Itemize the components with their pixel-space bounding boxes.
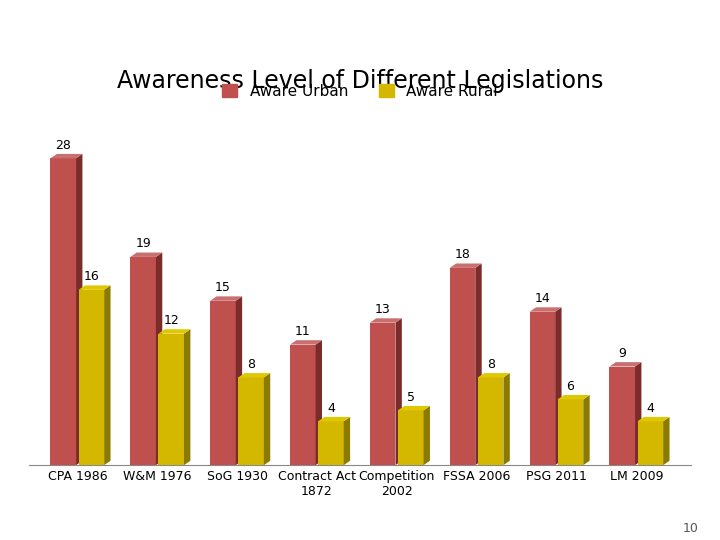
Polygon shape — [395, 318, 402, 465]
Polygon shape — [50, 154, 82, 158]
Polygon shape — [583, 395, 590, 465]
Polygon shape — [609, 367, 635, 465]
Text: 5: 5 — [407, 391, 415, 404]
Polygon shape — [158, 334, 184, 465]
Polygon shape — [184, 329, 190, 465]
Polygon shape — [503, 373, 510, 465]
Polygon shape — [609, 362, 642, 367]
Text: 8: 8 — [247, 358, 255, 371]
Polygon shape — [315, 340, 322, 465]
Polygon shape — [555, 307, 562, 465]
Polygon shape — [76, 154, 82, 465]
Polygon shape — [638, 417, 670, 421]
Polygon shape — [238, 377, 264, 465]
Polygon shape — [78, 286, 111, 290]
Polygon shape — [530, 312, 555, 465]
Polygon shape — [478, 373, 510, 377]
Text: 11: 11 — [295, 325, 311, 338]
Text: 14: 14 — [534, 292, 550, 305]
Polygon shape — [158, 329, 190, 334]
Polygon shape — [638, 421, 663, 465]
Polygon shape — [156, 253, 162, 465]
Polygon shape — [210, 296, 242, 301]
Text: 13: 13 — [375, 303, 390, 316]
Polygon shape — [130, 253, 162, 257]
Polygon shape — [318, 417, 350, 421]
Polygon shape — [130, 257, 156, 465]
Polygon shape — [290, 345, 315, 465]
Polygon shape — [450, 268, 475, 465]
Polygon shape — [478, 377, 503, 465]
Text: 8: 8 — [487, 358, 495, 371]
Title: Awareness Level of Different Legislations: Awareness Level of Different Legislation… — [117, 69, 603, 93]
Polygon shape — [50, 158, 76, 465]
Polygon shape — [78, 290, 104, 465]
Polygon shape — [318, 421, 343, 465]
Text: 10: 10 — [683, 522, 698, 535]
Polygon shape — [450, 264, 482, 268]
Polygon shape — [370, 318, 402, 323]
Text: 6: 6 — [567, 380, 575, 393]
Polygon shape — [370, 323, 395, 465]
Polygon shape — [343, 417, 350, 465]
Polygon shape — [558, 395, 590, 400]
Text: 9: 9 — [618, 347, 626, 360]
Text: 4: 4 — [327, 402, 335, 415]
Polygon shape — [264, 373, 270, 465]
Text: 15: 15 — [215, 281, 231, 294]
Text: 28: 28 — [55, 139, 71, 152]
Polygon shape — [663, 417, 670, 465]
Polygon shape — [423, 406, 430, 465]
Polygon shape — [238, 373, 270, 377]
Polygon shape — [635, 362, 642, 465]
Polygon shape — [398, 410, 423, 465]
Polygon shape — [475, 264, 482, 465]
Text: 12: 12 — [163, 314, 179, 327]
Polygon shape — [398, 406, 430, 410]
Polygon shape — [235, 296, 242, 465]
Text: 16: 16 — [84, 270, 99, 283]
Polygon shape — [210, 301, 235, 465]
Text: 19: 19 — [135, 238, 151, 251]
Legend: Aware Urban, Aware Rural: Aware Urban, Aware Rural — [216, 77, 504, 105]
Polygon shape — [558, 400, 583, 465]
Polygon shape — [530, 307, 562, 312]
Text: 4: 4 — [647, 402, 654, 415]
Polygon shape — [290, 340, 322, 345]
Polygon shape — [104, 286, 111, 465]
Text: 18: 18 — [454, 248, 470, 261]
